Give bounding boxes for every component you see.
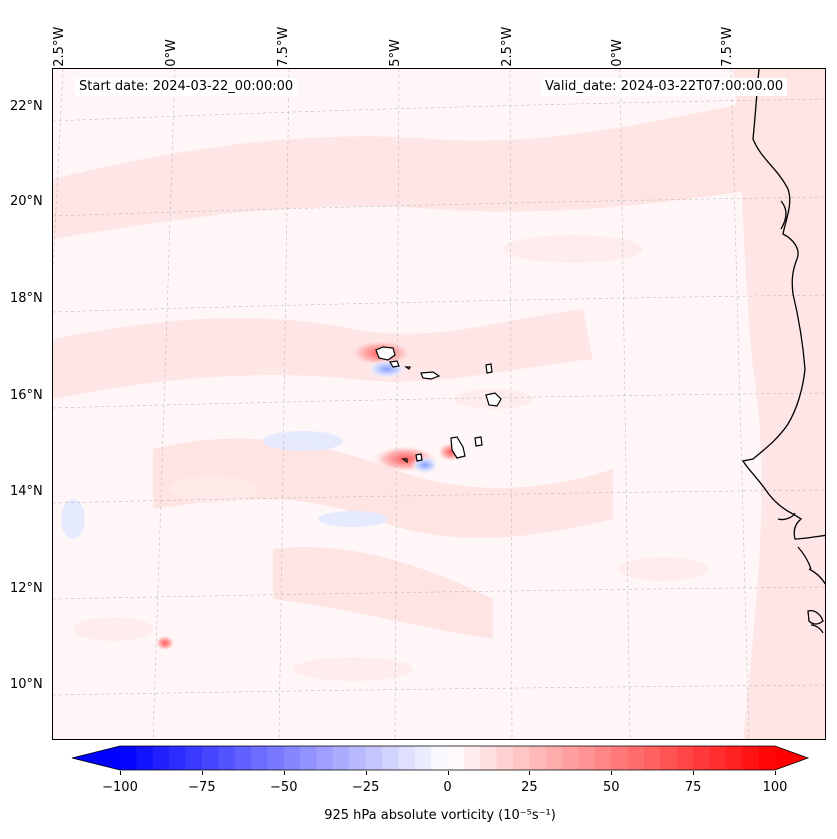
colorbar-max-extend xyxy=(775,746,808,770)
negative-vorticity-patches xyxy=(61,431,388,539)
colorbar-segment xyxy=(316,746,334,770)
latitude-label: 16°N xyxy=(10,388,43,403)
latitude-label: 10°N xyxy=(10,677,43,692)
colorbar-segment xyxy=(480,746,498,770)
colorbar-segment xyxy=(283,746,301,770)
colorbar-segment xyxy=(365,746,383,770)
colorbar-segment xyxy=(676,746,694,770)
colorbar-segment xyxy=(414,746,432,770)
colorbar-segment xyxy=(725,746,743,770)
positive-vorticity-bands xyxy=(53,69,825,739)
latitude-label: 18°N xyxy=(10,291,43,306)
colorbar-tick-label: 50 xyxy=(602,780,620,795)
colorbar-tick-mark xyxy=(365,771,367,775)
colorbar-segment xyxy=(398,746,416,770)
valid-date-label: Valid_date: 2024-03-22T07:00:00.00 xyxy=(541,78,788,96)
colorbar-segment xyxy=(447,746,465,770)
colorbar-tick-label: −50 xyxy=(270,780,298,795)
colorbar-tick-mark xyxy=(693,771,695,775)
colorbar xyxy=(71,745,810,771)
colorbar-tick-mark xyxy=(283,771,285,775)
cape-verde-islands xyxy=(375,346,502,464)
colorbar-segment xyxy=(611,746,629,770)
colorbar-segment xyxy=(382,746,399,770)
colorbar-segment xyxy=(267,746,285,770)
colorbar-tick-label: 100 xyxy=(762,780,788,795)
latitude-label: 12°N xyxy=(10,581,43,596)
colorbar-segment xyxy=(529,746,547,770)
colorbar-tick-mark xyxy=(120,771,121,775)
colorbar-segment xyxy=(693,746,711,770)
latitude-label: 22°N xyxy=(10,99,43,114)
colorbar-tick-label: 25 xyxy=(521,780,538,795)
colorbar-min-extend xyxy=(72,746,120,770)
colorbar-segment xyxy=(644,746,661,770)
colorbar-segment xyxy=(136,746,154,770)
graticule-gridlines xyxy=(53,69,825,739)
colorbar-tick-mark xyxy=(201,771,203,775)
colorbar-segment xyxy=(627,746,645,770)
colorbar-segment xyxy=(234,746,252,770)
colorbar-segment xyxy=(545,746,563,770)
colorbar-segment xyxy=(594,746,612,770)
colorbar-segment xyxy=(758,746,776,770)
colorbar-segment xyxy=(185,746,203,770)
colorbar-tick-label: 75 xyxy=(684,780,702,795)
colorbar-segment xyxy=(152,746,170,770)
colorbar-tick-label: −100 xyxy=(102,780,138,795)
colorbar-tick-mark xyxy=(447,771,449,775)
colorbar-tick-label: −75 xyxy=(188,780,216,795)
vorticity-field-map xyxy=(53,69,825,739)
colorbar-tick-label: 0 xyxy=(443,780,452,795)
colorbar-tick-mark xyxy=(529,771,531,775)
colorbar-tick-label: −25 xyxy=(351,780,380,795)
colorbar-segment xyxy=(120,746,137,770)
latitude-label: 20°N xyxy=(10,194,43,209)
african-coastline xyxy=(741,69,825,634)
colorbar-outline xyxy=(71,745,810,771)
colorbar-segment xyxy=(463,746,481,770)
colorbar-segment xyxy=(332,746,350,770)
colorbar-segment xyxy=(431,746,449,770)
colorbar-segment xyxy=(496,746,514,770)
colorbar-segment xyxy=(660,746,678,770)
colorbar-label: 925 hPa absolute vorticity (10⁻⁵s⁻¹) xyxy=(324,808,556,823)
latitude-label: 14°N xyxy=(10,484,43,499)
colorbar-segment xyxy=(709,746,727,770)
start-date-label: Start date: 2024-03-22_00:00:00 xyxy=(75,78,298,96)
colorbar-segment xyxy=(578,746,596,770)
weak-vorticity-patches xyxy=(73,235,708,681)
colorbar-segment xyxy=(300,746,318,770)
colorbar-tick-mark xyxy=(775,771,776,775)
colorbar-segment xyxy=(251,746,268,770)
colorbar-tick-mark xyxy=(611,771,613,775)
colorbar-segment xyxy=(169,746,187,770)
colorbar-segment xyxy=(201,746,219,770)
colorbar-segment xyxy=(349,746,367,770)
colorbar-segment xyxy=(742,746,760,770)
map-panel xyxy=(52,68,826,740)
colorbar-segment xyxy=(218,746,236,770)
colorbar-segment xyxy=(513,746,530,770)
colorbar-segment xyxy=(562,746,580,770)
